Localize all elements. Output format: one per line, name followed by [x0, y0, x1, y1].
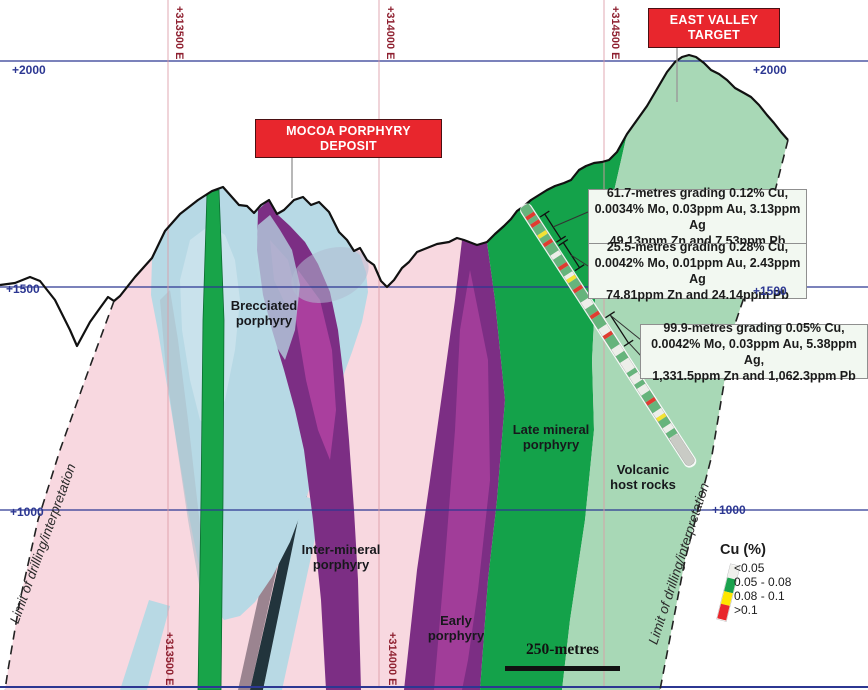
- limit-line-left: [4, 300, 115, 690]
- geology-central-porphyry-highlight: [296, 270, 336, 460]
- easting-label-bottom-313500: +313500 E: [163, 632, 175, 686]
- geology-breccia-sliver-left: [120, 600, 170, 690]
- annotation-leaders: [552, 211, 642, 357]
- easting-label-top-313500: +313500 E: [173, 6, 185, 60]
- geology-early-porphyry-highlight: [434, 270, 490, 690]
- geology-breccia-veil2: [291, 246, 369, 304]
- geology-breccia-sliver: [263, 496, 323, 690]
- geology-green-dike: [197, 189, 225, 690]
- legend-core-swatch: [716, 563, 741, 622]
- scale-bar: [505, 666, 620, 671]
- drill-hole: [519, 203, 697, 468]
- geology-breccia-gray-streak: [160, 290, 212, 600]
- easting-label-bottom-314000: +314000 E: [386, 632, 398, 686]
- mask-left-of-limit: [0, 277, 114, 690]
- easting-label-top-314000: +314000 E: [384, 6, 396, 60]
- easting-label-top-314500: +314500 E: [609, 6, 621, 60]
- easting-labels: +313500 E +314000 E +314500 E +313500 E …: [163, 6, 621, 686]
